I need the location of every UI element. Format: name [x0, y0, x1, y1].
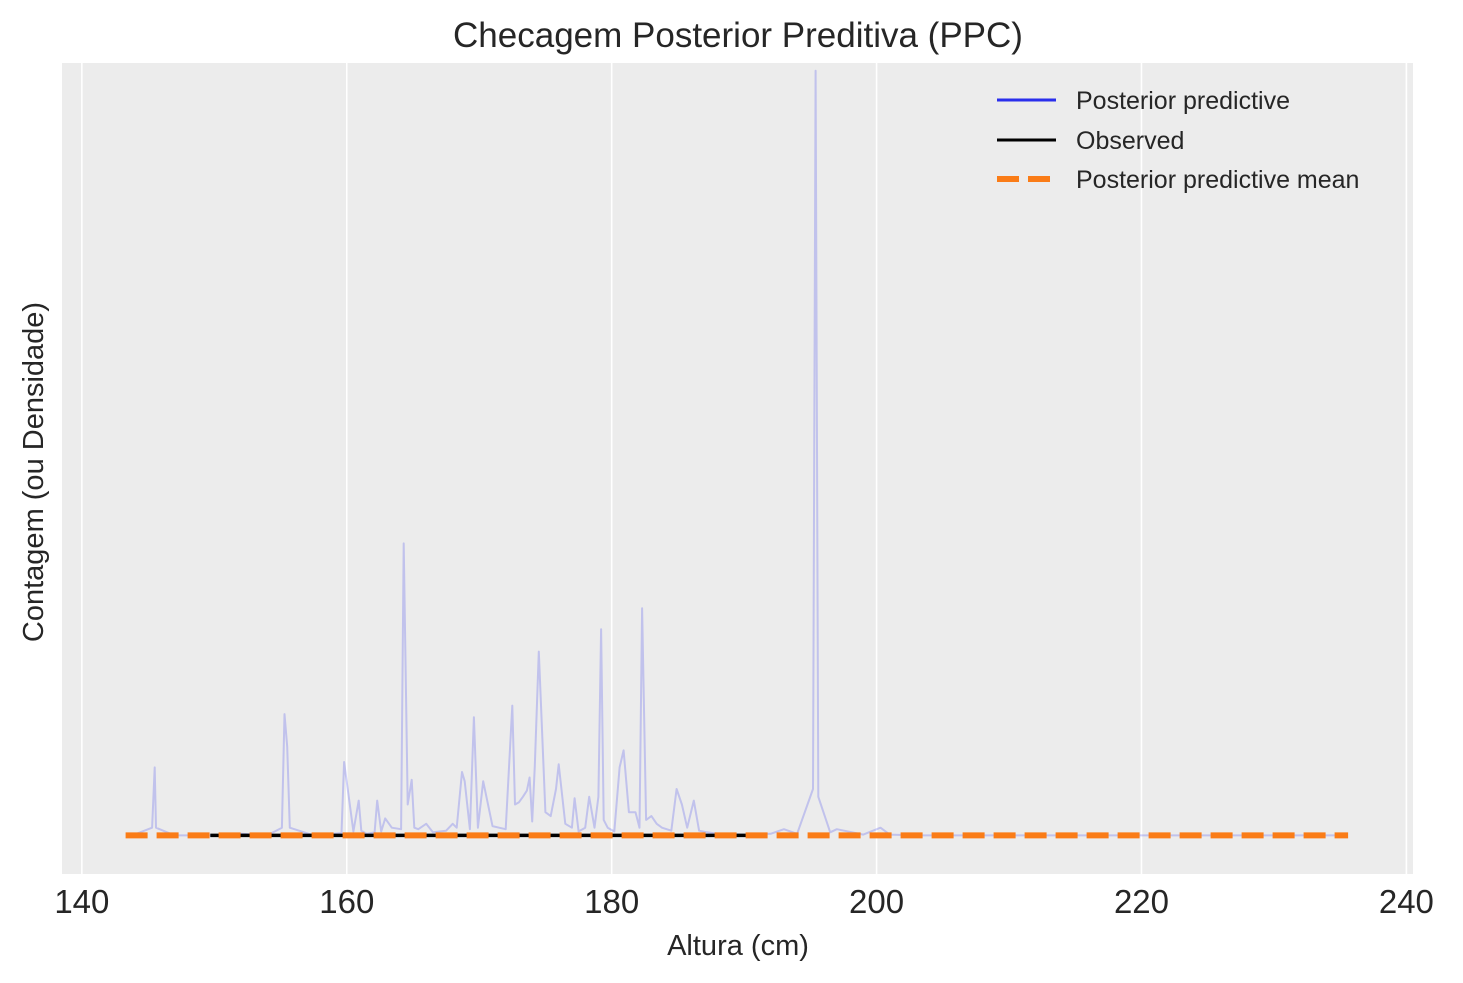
y-axis-label: Contagem (ou Densidade): [18, 302, 50, 642]
legend-label-posterior-predictive-mean: Posterior predictive mean: [1076, 166, 1359, 194]
grid-lines: [81, 63, 1408, 874]
x-tick-160: 160: [319, 883, 374, 920]
x-tick-220: 220: [1114, 883, 1169, 920]
legend-label-observed: Observed: [1076, 127, 1184, 155]
plot-background: [62, 63, 1413, 874]
series-layer: [125, 69, 1349, 839]
x-tick-labels: 140 160 180 200 220 240: [54, 883, 1434, 920]
x-tick-180: 180: [584, 883, 639, 920]
x-axis-label: Altura (cm): [667, 930, 809, 962]
legend-label-posterior-predictive: Posterior predictive: [1076, 87, 1290, 115]
x-tick-200: 200: [849, 883, 904, 920]
legend: Posterior predictive Observed Posterior …: [997, 87, 1359, 194]
x-tick-240: 240: [1379, 883, 1434, 920]
series-posterior-predictive: [131, 69, 1345, 837]
chart-title: Checagem Posterior Preditiva (PPC): [453, 16, 1023, 55]
x-tick-140: 140: [54, 883, 109, 920]
